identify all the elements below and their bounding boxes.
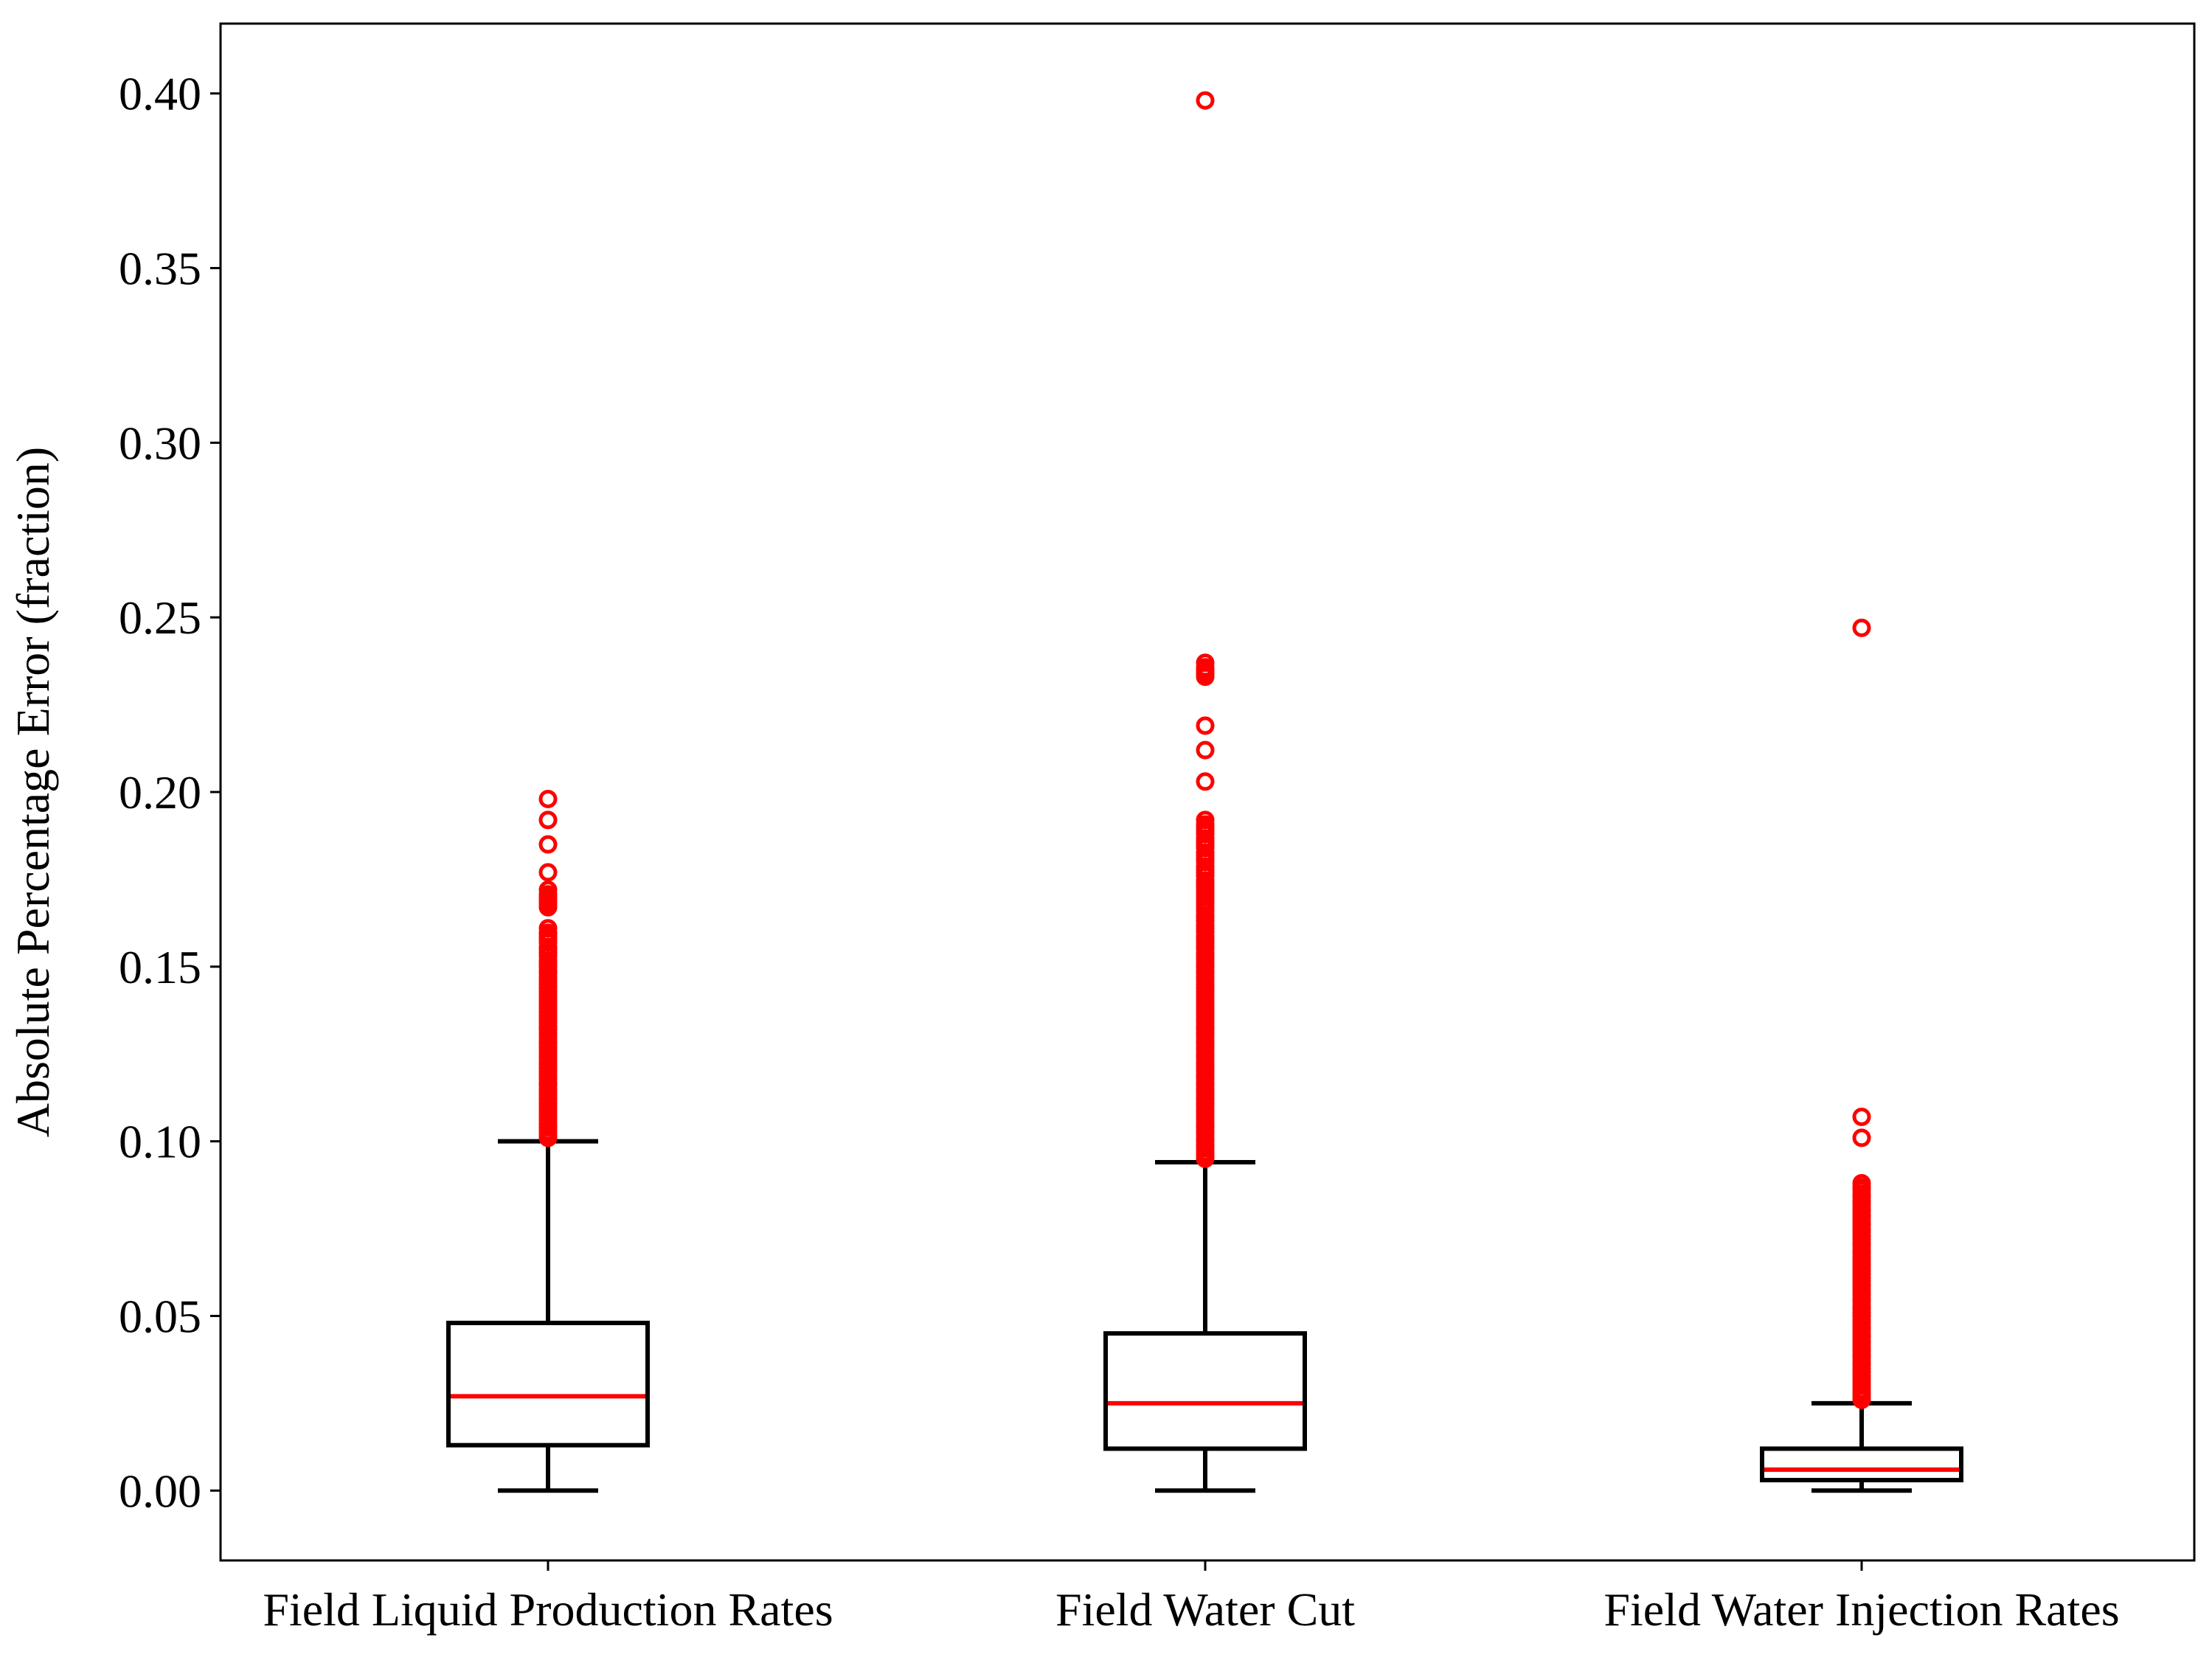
box-group	[446, 789, 650, 1493]
outlier-point	[1196, 91, 1215, 110]
outlier-point	[1196, 740, 1215, 760]
y-tick-label: 0.15	[119, 941, 201, 993]
outlier-point	[1852, 1173, 1871, 1192]
outlier-point	[538, 810, 558, 830]
x-tick-label: Field Liquid Production Rates	[263, 1583, 833, 1636]
outlier-point	[538, 919, 558, 938]
y-tick-label: 0.35	[119, 243, 201, 295]
x-tick-label: Field Water Injection Rates	[1603, 1583, 2119, 1636]
outlier-point	[538, 789, 558, 808]
outlier-point	[1196, 716, 1215, 735]
y-tick-label: 0.00	[119, 1465, 201, 1517]
y-axis-label: Absolute Percentage Error (fraction)	[7, 447, 59, 1137]
x-axis-ticks: Field Liquid Production Rates Field Water…	[263, 1560, 2120, 1636]
outlier-point	[538, 881, 558, 900]
outlier-point	[1852, 1128, 1871, 1147]
y-tick-label: 0.30	[119, 417, 201, 469]
y-tick-label: 0.05	[119, 1290, 201, 1342]
iqr-box	[446, 1320, 650, 1448]
plot-area	[446, 91, 1963, 1493]
outlier-point	[538, 835, 558, 854]
box-group	[1760, 618, 1963, 1493]
y-axis-ticks: 0.00 0.05 0.10 0.15 0.20 0.25 0.30 0.35 0.40	[119, 68, 221, 1517]
outlier-point	[1852, 1107, 1871, 1126]
iqr-box	[1760, 1446, 1963, 1483]
outlier-point	[538, 863, 558, 882]
outlier-point	[1196, 810, 1215, 830]
iqr-box	[1103, 1331, 1307, 1451]
outlier-point	[1196, 772, 1215, 791]
y-tick-label: 0.25	[119, 591, 201, 644]
y-tick-label: 0.40	[119, 68, 201, 120]
y-tick-label: 0.20	[119, 766, 201, 819]
outlier-point	[1852, 618, 1871, 637]
outlier-point	[1196, 653, 1215, 673]
y-tick-label: 0.10	[119, 1116, 201, 1168]
x-tick-label: Field Water Cut	[1055, 1583, 1355, 1636]
box-group	[1103, 91, 1307, 1493]
